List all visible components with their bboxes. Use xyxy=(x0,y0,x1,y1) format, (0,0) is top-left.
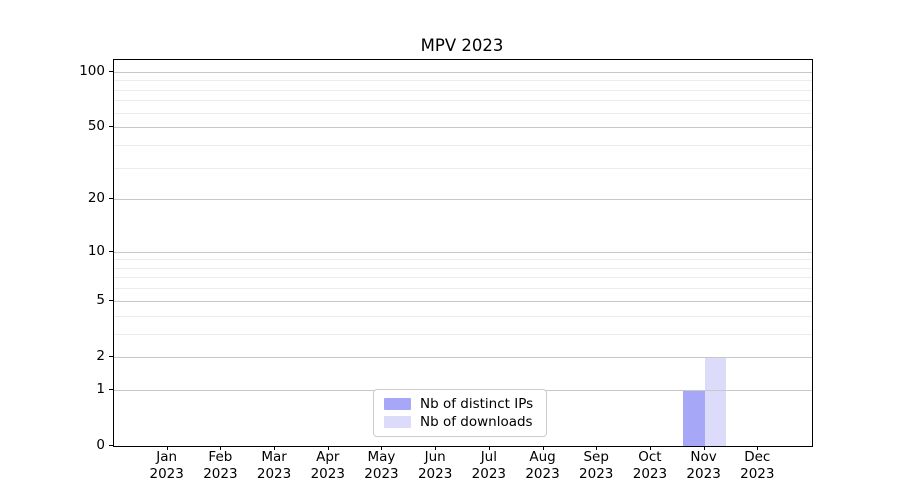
x-tick-label-feb: Feb 2023 xyxy=(190,449,250,482)
y-tick-mark xyxy=(109,445,113,446)
legend-swatch-downloads xyxy=(384,416,411,428)
gridline-minor xyxy=(114,333,812,335)
x-tick-label-year: 2023 xyxy=(417,465,453,482)
x-tick-label-mar: Mar 2023 xyxy=(244,449,304,482)
x-tick-label-apr: Apr 2023 xyxy=(298,449,358,482)
bar-nov-series0 xyxy=(683,389,705,446)
gridline-minor xyxy=(114,167,812,169)
x-tick-label-jan: Jan 2023 xyxy=(137,449,197,482)
legend-label-distinct-ips: Nb of distinct IPs xyxy=(420,396,534,412)
gridline-major xyxy=(114,300,812,302)
gridline-major xyxy=(114,127,812,129)
x-tick-mark xyxy=(703,446,705,450)
plot-area: Nb of distinct IPs Nb of downloads xyxy=(113,59,813,447)
y-tick-label: 50 xyxy=(87,118,105,135)
x-tick-label-year: 2023 xyxy=(471,465,507,482)
y-tick-mark xyxy=(109,355,113,357)
x-tick-label-year: 2023 xyxy=(579,465,614,482)
gridline-minor xyxy=(114,144,812,146)
bars-layer xyxy=(114,60,812,446)
x-tick-mark xyxy=(327,446,329,450)
y-tick-label: 0 xyxy=(96,437,105,453)
x-tick-label-year: 2023 xyxy=(310,465,345,482)
x-tick-mark xyxy=(274,446,276,450)
y-tick-label: 2 xyxy=(96,347,105,364)
x-tick-mark xyxy=(596,446,598,450)
legend: Nb of distinct IPs Nb of downloads xyxy=(373,389,547,437)
gridline-minor xyxy=(114,259,812,261)
y-tick-label: 100 xyxy=(79,62,105,79)
x-tick-mark xyxy=(166,446,168,450)
x-tick-label-sep: Sep 2023 xyxy=(566,449,626,482)
x-tick-label-year: 2023 xyxy=(364,465,399,482)
legend-entry-distinct-ips: Nb of distinct IPs xyxy=(384,396,537,412)
x-tick-label-year: 2023 xyxy=(686,465,721,482)
x-tick-mark xyxy=(542,446,544,450)
x-tick-label-year: 2023 xyxy=(256,465,292,482)
gridline-minor xyxy=(114,277,812,279)
x-tick-label-dec: Dec 2023 xyxy=(727,449,787,482)
gridline-minor xyxy=(114,315,812,317)
x-tick-label-year: 2023 xyxy=(203,465,238,482)
x-tick-mark xyxy=(488,446,490,450)
gridline-minor xyxy=(114,100,812,102)
grid-layer xyxy=(114,60,812,446)
y-tick-mark xyxy=(109,198,113,200)
gridline-major xyxy=(114,199,812,201)
y-tick-mark xyxy=(109,70,113,72)
gridline-minor xyxy=(114,89,812,91)
x-tick-label-year: 2023 xyxy=(525,465,560,482)
x-tick-label-year: 2023 xyxy=(740,465,775,482)
x-tick-mark xyxy=(220,446,222,450)
legend-swatch-distinct-ips xyxy=(384,398,411,410)
y-tick-label: 5 xyxy=(96,291,105,308)
x-tick-label-may: May 2023 xyxy=(351,449,411,482)
x-tick-label-oct: Oct 2023 xyxy=(620,449,680,482)
x-tick-mark xyxy=(757,446,759,450)
y-tick-mark xyxy=(109,388,113,390)
y-tick-mark xyxy=(109,299,113,301)
chart-title: MPV 2023 xyxy=(420,36,504,55)
x-tick-label-jul: Jul 2023 xyxy=(459,449,519,482)
x-tick-mark xyxy=(649,446,651,450)
gridline-major xyxy=(114,356,812,358)
y-tick-label: 1 xyxy=(96,380,105,397)
gridline-major xyxy=(114,71,812,73)
y-tick-mark xyxy=(109,250,113,252)
x-tick-label-year: 2023 xyxy=(149,465,184,482)
x-tick-label-aug: Aug 2023 xyxy=(513,449,573,482)
gridline-minor xyxy=(114,288,812,290)
y-tick-label: 20 xyxy=(87,190,105,207)
legend-entry-downloads: Nb of downloads xyxy=(384,414,537,430)
x-tick-label-jun: Jun 2023 xyxy=(405,449,465,482)
bar-nov-series1 xyxy=(704,356,727,446)
x-tick-label-year: 2023 xyxy=(632,465,668,482)
gridline-minor xyxy=(114,267,812,269)
x-tick-label-nov: Nov 2023 xyxy=(674,449,734,482)
x-tick-mark xyxy=(381,446,383,450)
gridline-major xyxy=(114,251,812,253)
y-tick-label: 10 xyxy=(87,242,105,259)
x-tick-mark xyxy=(435,446,437,450)
gridline-minor xyxy=(114,80,812,82)
legend-label-downloads: Nb of downloads xyxy=(420,414,533,430)
gridline-minor xyxy=(114,112,812,114)
y-tick-mark xyxy=(109,126,113,128)
